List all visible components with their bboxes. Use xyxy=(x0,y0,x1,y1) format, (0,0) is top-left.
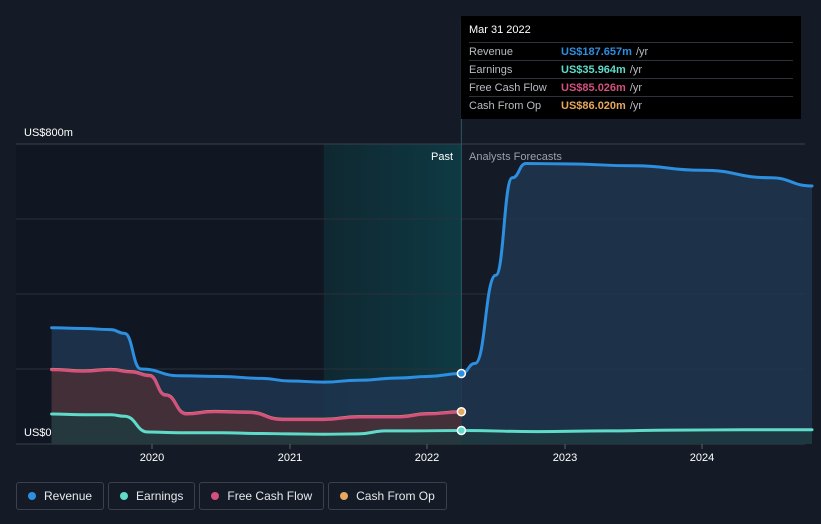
cash-from-op-area xyxy=(51,369,462,444)
earnings-marker xyxy=(456,425,467,436)
series-areas xyxy=(51,163,812,444)
tooltip-row-unit: /yr xyxy=(629,81,643,94)
legend-item-cash-from-op[interactable]: Cash From Op xyxy=(328,482,447,510)
earnings-line xyxy=(50,412,814,436)
legend-label: Free Cash Flow xyxy=(227,489,313,503)
x-tick-label: 2022 xyxy=(415,452,439,464)
legend-item-earnings[interactable]: Earnings xyxy=(108,482,196,510)
tooltip-row-name: Free Cash Flow xyxy=(469,81,547,94)
revenue-line xyxy=(50,162,814,384)
cash-from-op-marker xyxy=(456,407,467,417)
tooltip-row-unit: /yr xyxy=(629,99,643,112)
forecast-label: Analysts Forecasts xyxy=(469,151,562,163)
earnings-area xyxy=(51,414,812,444)
x-tick-label: 2020 xyxy=(140,452,164,464)
hover-markers xyxy=(456,368,467,436)
tooltip-date: Mar 31 2022 xyxy=(469,24,531,36)
x-tick-label: 2024 xyxy=(690,452,714,464)
x-tick-label: 2023 xyxy=(553,452,577,464)
legend-label: Revenue xyxy=(44,489,93,503)
past-label: Past xyxy=(431,151,453,163)
legend-dot-icon xyxy=(28,492,36,500)
revenue-marker xyxy=(456,368,467,379)
tooltip-row-value: US$187.657m xyxy=(561,45,632,58)
legend-item-free-cash-flow[interactable]: Free Cash Flow xyxy=(199,482,325,510)
series-lines xyxy=(50,162,814,436)
tooltip-row-free-cash-flow: Free Cash Flow US$85.026m /yr xyxy=(469,78,793,96)
chart-legend: Revenue Earnings Free Cash Flow Cash Fro… xyxy=(16,482,447,510)
revenue-area xyxy=(51,163,812,444)
legend-label: Earnings xyxy=(136,489,184,503)
legend-dot-icon xyxy=(340,492,349,500)
tooltip-row-name: Revenue xyxy=(469,45,514,58)
tooltip-row-name: Earnings xyxy=(469,63,513,76)
tooltip-row-revenue: Revenue US$187.657m /yr xyxy=(469,42,793,60)
axes: US$800m US$0 Past Analysts Forecasts 202… xyxy=(24,127,714,464)
tooltip-row-cash-from-op: Cash From Op US$86.020m /yr xyxy=(469,96,793,114)
tooltip-row-value: US$35.964m xyxy=(561,63,626,76)
tooltip-row-value: US$85.026m xyxy=(561,81,626,94)
tooltip-row-name: Cash From Op xyxy=(469,99,542,112)
y-axis-max-label: US$800m xyxy=(24,127,73,139)
free-cash-flow-line xyxy=(50,368,463,422)
tooltip-row-unit: /yr xyxy=(635,45,649,58)
legend-item-revenue[interactable]: Revenue xyxy=(16,482,105,510)
tooltip-row-earnings: Earnings US$35.964m /yr xyxy=(469,60,793,78)
tooltip-row-value: US$86.020m xyxy=(561,99,626,112)
hover-tooltip: Mar 31 2022 Revenue US$187.657m /yr Earn… xyxy=(461,16,801,119)
legend-dot-icon xyxy=(120,492,129,500)
y-axis-min-label: US$0 xyxy=(24,427,52,439)
x-tick-label: 2021 xyxy=(278,452,302,464)
tooltip-row-unit: /yr xyxy=(629,63,643,76)
legend-label: Cash From Op xyxy=(356,489,435,503)
legend-dot-icon xyxy=(211,492,220,500)
